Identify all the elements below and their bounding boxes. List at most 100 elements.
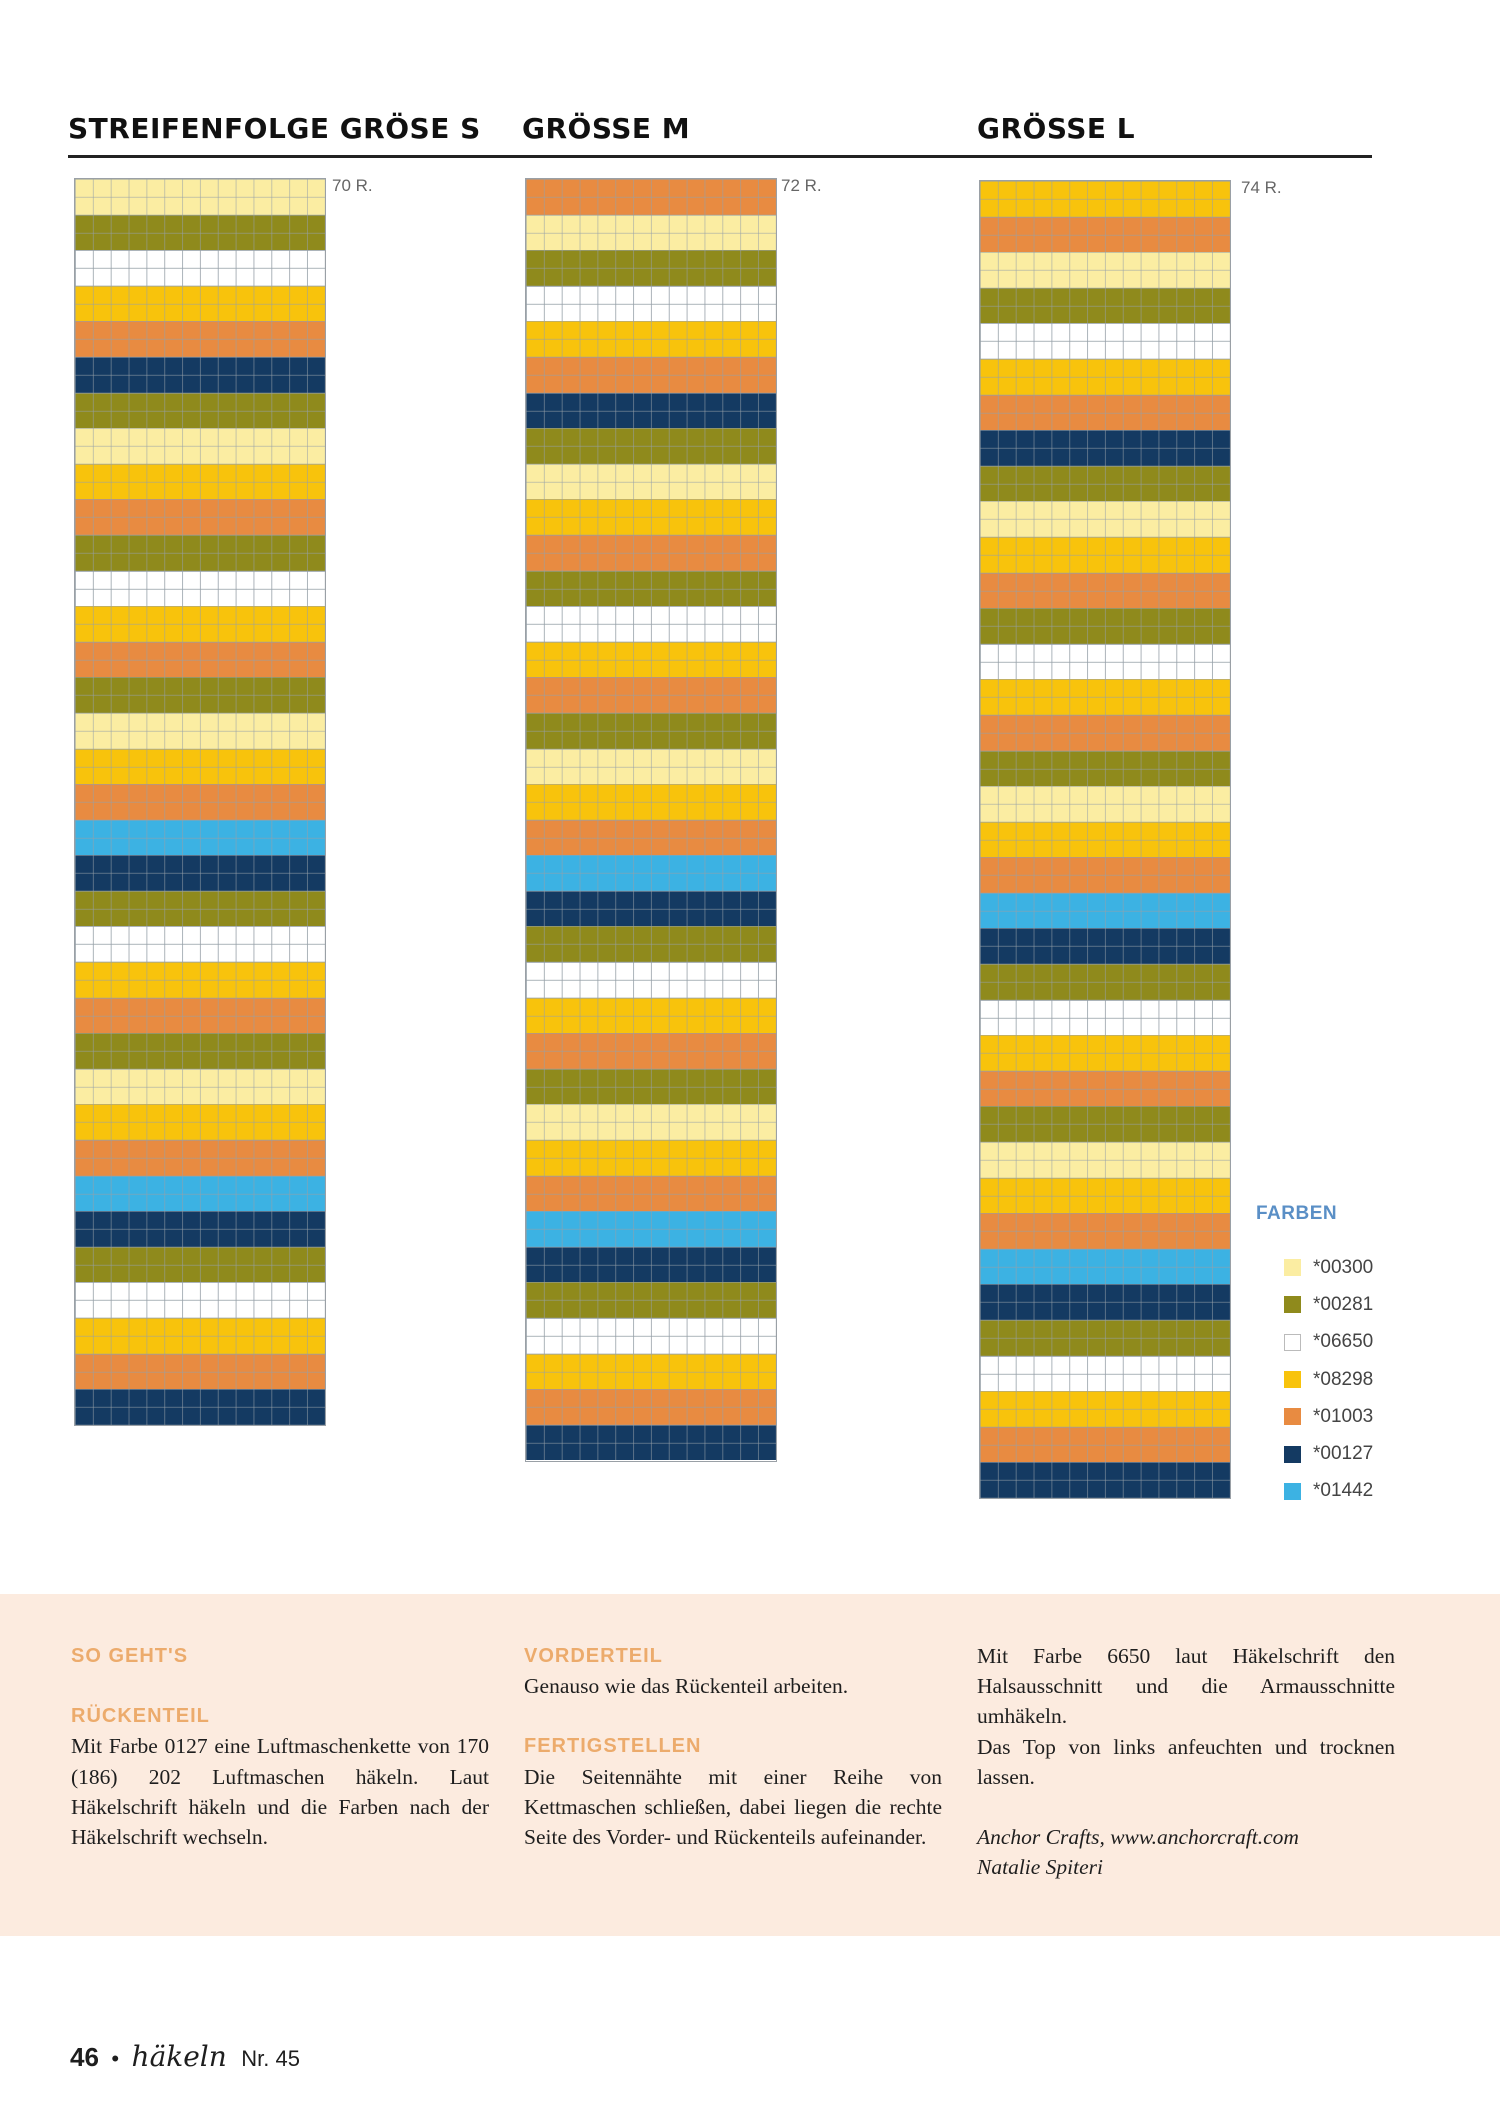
stripe-00300 — [526, 214, 776, 251]
stripe-00281 — [75, 1033, 325, 1069]
section-heading: FERTIGSTELLEN — [524, 1735, 702, 1758]
stripe-00300 — [75, 712, 325, 749]
legend-label: *06650 — [1313, 1331, 1374, 1353]
stripe-01003 — [526, 1033, 776, 1069]
stripe-08298 — [980, 821, 1230, 858]
stripe-08298 — [980, 1177, 1230, 1214]
stripe-00300 — [526, 748, 776, 785]
stripe-00281 — [526, 1068, 776, 1105]
stripe-00281 — [75, 890, 325, 927]
stripe-08298 — [75, 463, 325, 500]
section-heading: SO GEHT'S — [71, 1645, 189, 1667]
stripe-00281 — [75, 1246, 325, 1283]
chart-title-m: GRÖSSE M — [522, 112, 691, 145]
stripe-01003 — [980, 1070, 1230, 1107]
legend-label: *00300 — [1313, 1256, 1374, 1278]
stripe-00300 — [526, 463, 776, 500]
stripe-01442 — [75, 819, 325, 856]
stripe-08298 — [526, 321, 776, 357]
legend-item: *01003 — [1256, 1398, 1373, 1435]
stripe-01003 — [526, 1389, 776, 1425]
color-swatch — [1284, 1371, 1301, 1389]
stripe-grid — [979, 180, 1231, 1500]
stripe-01003 — [980, 1426, 1230, 1463]
legend-items: *00300 *00281 *06650 *08298 *01003 *00127 *014… — [1256, 1249, 1373, 1510]
instruction-text: Die Seitennähte mit einer Reihe von Kett… — [524, 1764, 942, 1850]
stripe-06650 — [526, 1318, 776, 1354]
stripe-00127 — [75, 1211, 325, 1247]
stripe-00300 — [980, 501, 1230, 537]
stripe-00281 — [980, 964, 1230, 1000]
stripe-01003 — [75, 784, 325, 820]
stripe-00281 — [526, 712, 776, 749]
stripe-01003 — [526, 1175, 776, 1212]
stripe-00281 — [526, 570, 776, 607]
instruction-text: Mit Farbe 0127 eine Luftmaschenkette von… — [71, 1734, 489, 1850]
page-number: 46 — [70, 2042, 99, 2072]
stripe-08298 — [526, 1140, 776, 1176]
color-swatch — [1284, 1482, 1301, 1500]
stripe-00127 — [526, 1246, 776, 1283]
stripe-00281 — [980, 465, 1230, 502]
stripe-00127 — [980, 430, 1230, 466]
stripe-00281 — [980, 1320, 1230, 1356]
issue-number: Nr. 45 — [241, 2046, 300, 2071]
stripe-01003 — [75, 499, 325, 535]
section-heading: RÜCKENTEIL — [71, 1705, 210, 1728]
color-swatch — [1284, 1333, 1301, 1351]
stripe-01003 — [980, 714, 1230, 751]
stripe-grid — [525, 178, 777, 1462]
header-rule — [68, 155, 1372, 158]
stripe-06650 — [75, 1282, 325, 1318]
stripe-00300 — [75, 1068, 325, 1105]
stripe-00127 — [980, 928, 1230, 965]
stripe-06650 — [75, 250, 325, 286]
stripe-01003 — [526, 534, 776, 571]
row-count-label: 72 R. — [781, 176, 822, 195]
stripe-01003 — [526, 677, 776, 713]
legend-label: *01003 — [1313, 1405, 1374, 1427]
legend-item: *01442 — [1256, 1473, 1373, 1510]
stripe-01003 — [526, 179, 776, 215]
stripe-01003 — [526, 819, 776, 856]
row-count-label: 70 R. — [332, 176, 373, 195]
legend-item: *08298 — [1256, 1361, 1373, 1398]
stripe-00127 — [75, 1389, 325, 1425]
instruction-text: Das Top von links anfeuchten und trockne… — [977, 1734, 1395, 1789]
legend-label: *01442 — [1313, 1480, 1374, 1502]
legend-item: *00127 — [1256, 1435, 1373, 1472]
legend-item: *00300 — [1256, 1249, 1373, 1286]
stripe-00127 — [526, 1424, 776, 1461]
stripe-00281 — [75, 534, 325, 571]
stripe-00300 — [980, 1142, 1230, 1178]
stripe-08298 — [980, 1035, 1230, 1071]
stripe-08298 — [75, 285, 325, 322]
chart-title-l: GRÖSSE L — [977, 112, 1136, 145]
stripe-01003 — [980, 572, 1230, 609]
stripe-06650 — [75, 570, 325, 607]
stripe-grid — [74, 178, 326, 1426]
stripe-00281 — [526, 428, 776, 464]
stripe-00300 — [75, 179, 325, 215]
stripe-06650 — [980, 1355, 1230, 1392]
color-swatch — [1284, 1408, 1301, 1426]
stripe-01003 — [980, 857, 1230, 893]
stripe-01003 — [75, 997, 325, 1034]
stripe-01003 — [526, 356, 776, 393]
chart-title-s: STREIFENFOLGE GRÖSE S — [68, 112, 481, 145]
stripe-01003 — [980, 1213, 1230, 1249]
row-count-label: 74 R. — [1241, 178, 1282, 197]
stripe-08298 — [980, 181, 1230, 217]
stripe-01442 — [75, 1175, 325, 1212]
stripe-08298 — [75, 1318, 325, 1354]
stripe-01003 — [75, 1140, 325, 1176]
color-swatch — [1284, 1445, 1301, 1463]
stripe-00281 — [526, 250, 776, 286]
stripe-00281 — [980, 1106, 1230, 1143]
page-footer: 46 • häkeln Nr. 45 — [70, 2040, 300, 2073]
stripe-00281 — [980, 608, 1230, 644]
instructions-col-3: Mit Farbe 6650 laut Häkelschrift den Hal… — [977, 1641, 1395, 1882]
stripe-00300 — [75, 428, 325, 464]
stripe-08298 — [526, 784, 776, 820]
stripe-08298 — [526, 997, 776, 1034]
